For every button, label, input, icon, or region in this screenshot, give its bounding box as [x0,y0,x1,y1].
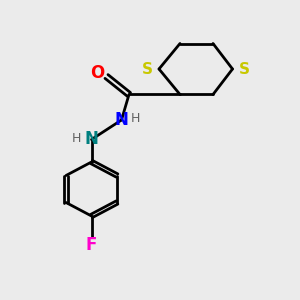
Text: O: O [90,64,105,82]
Text: H: H [72,131,81,145]
Text: F: F [86,236,97,254]
Text: S: S [238,61,249,76]
Text: H: H [131,112,141,125]
Text: N: N [115,111,128,129]
Text: S: S [142,61,153,76]
Text: N: N [85,130,98,148]
